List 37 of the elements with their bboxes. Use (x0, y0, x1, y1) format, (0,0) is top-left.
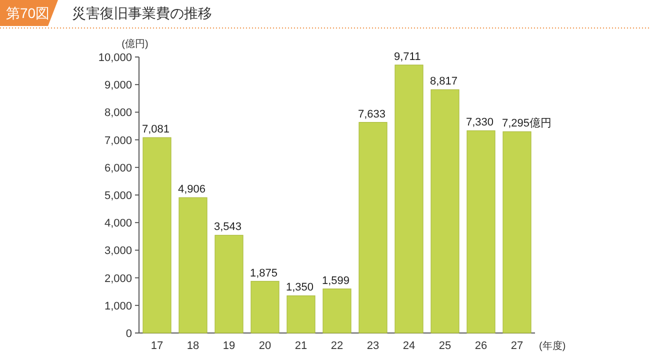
ytick: 3,000 (104, 245, 132, 258)
ytick: 6,000 (104, 162, 132, 174)
xtick: 23 (366, 340, 380, 352)
ytick: 8,000 (104, 107, 132, 120)
ytick: 2,000 (104, 272, 132, 285)
ytick: 4,000 (104, 218, 132, 230)
title: 災害復旧事業費の推移 (72, 5, 212, 21)
ytick: 5,000 (104, 190, 132, 202)
xtick: 19 (222, 340, 236, 352)
data-label: 7,081 (142, 124, 170, 136)
data-label: 7,633 (358, 108, 386, 120)
data-label: 9,711 (394, 50, 421, 63)
data-label: 1,875 (250, 267, 278, 280)
figure-number: 第70図 (6, 5, 50, 21)
xtick: 21 (294, 340, 308, 352)
data-label: 1,350 (286, 282, 314, 294)
data-label: 4,906 (178, 184, 206, 196)
xtick: 27 (510, 340, 524, 352)
xtick: 22 (330, 340, 344, 352)
xlabel: (年度) (539, 341, 566, 352)
xtick: 26 (474, 340, 488, 352)
data-label: 7,295億円 (502, 118, 552, 130)
data-label: 7,330 (466, 116, 494, 129)
ytick: 1,000 (104, 300, 132, 312)
data-label: 3,543 (214, 221, 242, 234)
xtick: 18 (186, 340, 200, 352)
ytick: 9,000 (104, 80, 132, 92)
ytick: 7,000 (104, 134, 132, 147)
xtick: 17 (150, 340, 164, 352)
ylabel: (億円) (122, 39, 148, 50)
ytick: 0 (126, 328, 132, 340)
ytick: 10,000 (98, 52, 132, 64)
data-label: 8,817 (430, 76, 458, 88)
data-label: 1,599 (322, 274, 350, 287)
xtick: 24 (402, 340, 416, 352)
xtick: 25 (438, 340, 452, 352)
xtick: 20 (258, 340, 272, 352)
